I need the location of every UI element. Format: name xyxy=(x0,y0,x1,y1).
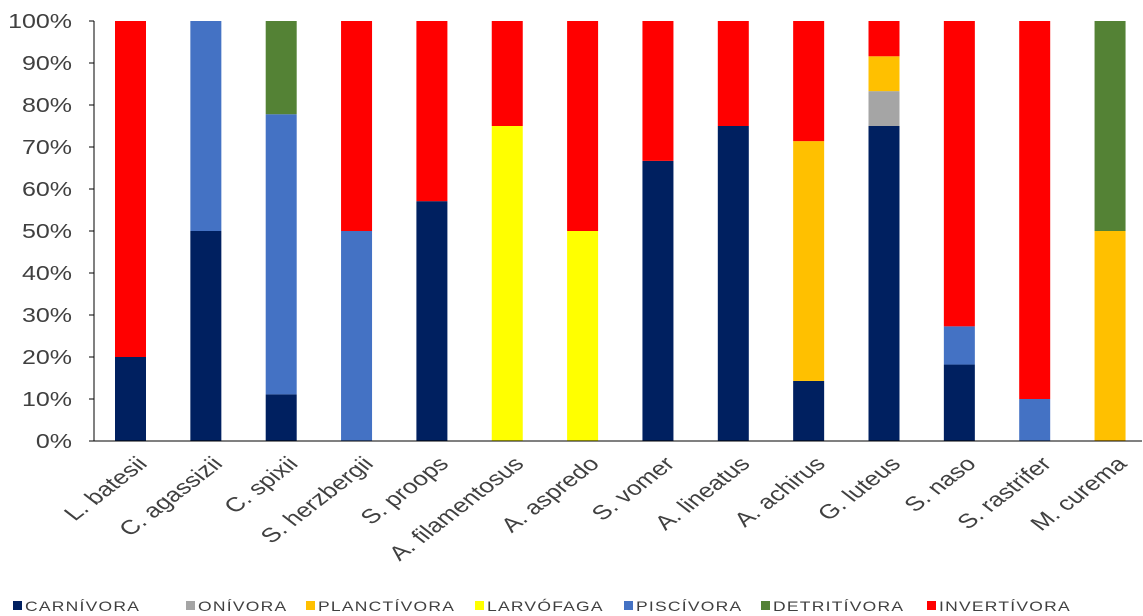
bar-s-naso-piscivora xyxy=(943,326,975,365)
bar-c-spixii-piscivora xyxy=(265,114,297,395)
legend-swatch xyxy=(927,601,936,610)
bar-a-filamentosus-invertivora xyxy=(491,21,523,126)
x-tick: A. filamentosus xyxy=(383,452,529,565)
bar-g-luteus-invertivora xyxy=(868,21,900,57)
y-tick: 90% xyxy=(22,52,72,74)
bar-a-achirus-invertivora xyxy=(793,21,825,142)
legend-label-wrap: PISCÍVORA xyxy=(636,598,742,615)
y-tick: 30% xyxy=(22,304,72,326)
legend-label-wrap: INVERTÍVORA xyxy=(939,598,1071,615)
y-tick: 50% xyxy=(22,220,72,242)
bar-s-vomer-invertivora xyxy=(642,21,674,161)
legend-label: CARNÍVORA xyxy=(25,598,140,615)
legend-label: ONÍVORA xyxy=(198,598,287,615)
legend-item-piscivora: PISCÍVORA xyxy=(624,598,742,615)
bar-a-lineatus-carnivora xyxy=(717,126,749,441)
legend-label-wrap: DETRITÍVORA xyxy=(773,598,904,615)
legend-label-wrap: ONÍVORA xyxy=(198,598,287,615)
bar-s-rastrifer-piscivora xyxy=(1019,399,1051,441)
legend-item-detritivora: DETRITÍVORA xyxy=(761,598,904,615)
y-tick-label: 60% xyxy=(22,178,72,200)
legend-label: PLANCTÍVORA xyxy=(318,598,455,615)
bar-l-batesii-carnivora xyxy=(115,357,146,441)
bar-m-curema-detritivora xyxy=(1094,21,1126,231)
y-tick-label: 10% xyxy=(22,388,72,410)
legend-label: INVERTÍVORA xyxy=(939,598,1071,615)
legend-swatch xyxy=(186,601,195,610)
y-tick-label: 70% xyxy=(22,136,72,158)
bar-a-lineatus-invertivora xyxy=(717,21,749,126)
legend-label: PISCÍVORA xyxy=(636,598,742,615)
bar-g-luteus-onivora xyxy=(868,91,900,126)
x-tick: G. luteus xyxy=(812,452,906,524)
legend-swatch xyxy=(306,601,315,610)
bar-a-achirus-carnivora xyxy=(793,380,825,441)
y-tick: 70% xyxy=(22,136,72,158)
legend-item-larvofaga: LARVÓFAGA xyxy=(475,598,604,615)
bar-c-spixii-carnivora xyxy=(265,394,297,441)
y-tick-label: 20% xyxy=(22,346,72,368)
legend-swatch xyxy=(13,601,22,610)
y-tick-label: 40% xyxy=(22,262,72,284)
legend-label: DETRITÍVORA xyxy=(773,598,904,615)
y-tick: 10% xyxy=(22,388,72,410)
legend-item-carnivora: CARNÍVORA xyxy=(13,598,140,615)
legend-item-onivora: ONÍVORA xyxy=(186,598,287,615)
bar-a-aspredo-invertivora xyxy=(567,21,599,231)
bar-m-curema-planctivora xyxy=(1094,231,1126,441)
y-tick: 0% xyxy=(36,430,72,452)
legend-label-wrap: LARVÓFAGA xyxy=(487,598,604,615)
bar-c-agassizii-piscivora xyxy=(190,21,222,231)
y-tick-label: 0% xyxy=(36,430,72,452)
y-tick-label: 50% xyxy=(22,220,72,242)
legend-swatch xyxy=(624,601,633,610)
y-axis-ticks: 0% 10% 20% 30% 40% 50% 60% 70% 80% 90% 100% xyxy=(8,10,94,452)
bar-g-luteus-carnivora xyxy=(868,126,900,441)
y-tick-label: 90% xyxy=(22,52,72,74)
y-tick-label: 100% xyxy=(8,10,72,32)
y-tick: 100% xyxy=(8,10,72,32)
legend-swatch xyxy=(475,601,484,610)
y-tick: 20% xyxy=(22,346,72,368)
x-tick-label: G. luteus xyxy=(812,452,906,524)
legend-label-wrap: PLANCTÍVORA xyxy=(318,598,455,615)
y-tick: 60% xyxy=(22,178,72,200)
legend-item-invertivora: INVERTÍVORA xyxy=(927,598,1071,615)
legend-label: LARVÓFAGA xyxy=(487,598,604,615)
legend-item-planctivora: PLANCTÍVORA xyxy=(306,598,455,615)
bar-a-achirus-planctivora xyxy=(793,141,825,381)
bar-s-proops-carnivora xyxy=(416,201,448,441)
bar-s-vomer-carnivora xyxy=(642,160,674,442)
bar-s-naso-carnivora xyxy=(943,364,975,441)
y-tick: 40% xyxy=(22,262,72,284)
bar-l-batesii-invertivora xyxy=(115,21,146,357)
legend-swatch xyxy=(761,601,770,610)
y-tick-label: 30% xyxy=(22,304,72,326)
y-tick-label: 80% xyxy=(22,94,72,116)
bar-s-rastrifer-invertivora xyxy=(1019,21,1051,399)
legend: CARNÍVORA ONÍVORA PLANCTÍVORA LARVÓFAGA PISC… xyxy=(13,598,1071,615)
bar-a-filamentosus-larvofaga xyxy=(491,126,523,441)
bar-g-luteus-planctivora xyxy=(868,56,900,92)
bar-s-naso-invertivora xyxy=(943,21,975,327)
bar-a-aspredo-larvofaga xyxy=(567,231,599,441)
x-tick-label: A. filamentosus xyxy=(383,452,529,565)
bar-c-agassizii-carnivora xyxy=(190,231,222,441)
bar-s-proops-invertivora xyxy=(416,21,448,202)
y-tick: 80% xyxy=(22,94,72,116)
bar-c-spixii-detritivora xyxy=(265,21,297,115)
legend-label-wrap: CARNÍVORA xyxy=(25,598,140,615)
bar-group xyxy=(115,21,1126,442)
bar-s-herzbergii-piscivora xyxy=(341,231,373,441)
bar-s-herzbergii-invertivora xyxy=(341,21,373,231)
axes xyxy=(93,21,1142,442)
